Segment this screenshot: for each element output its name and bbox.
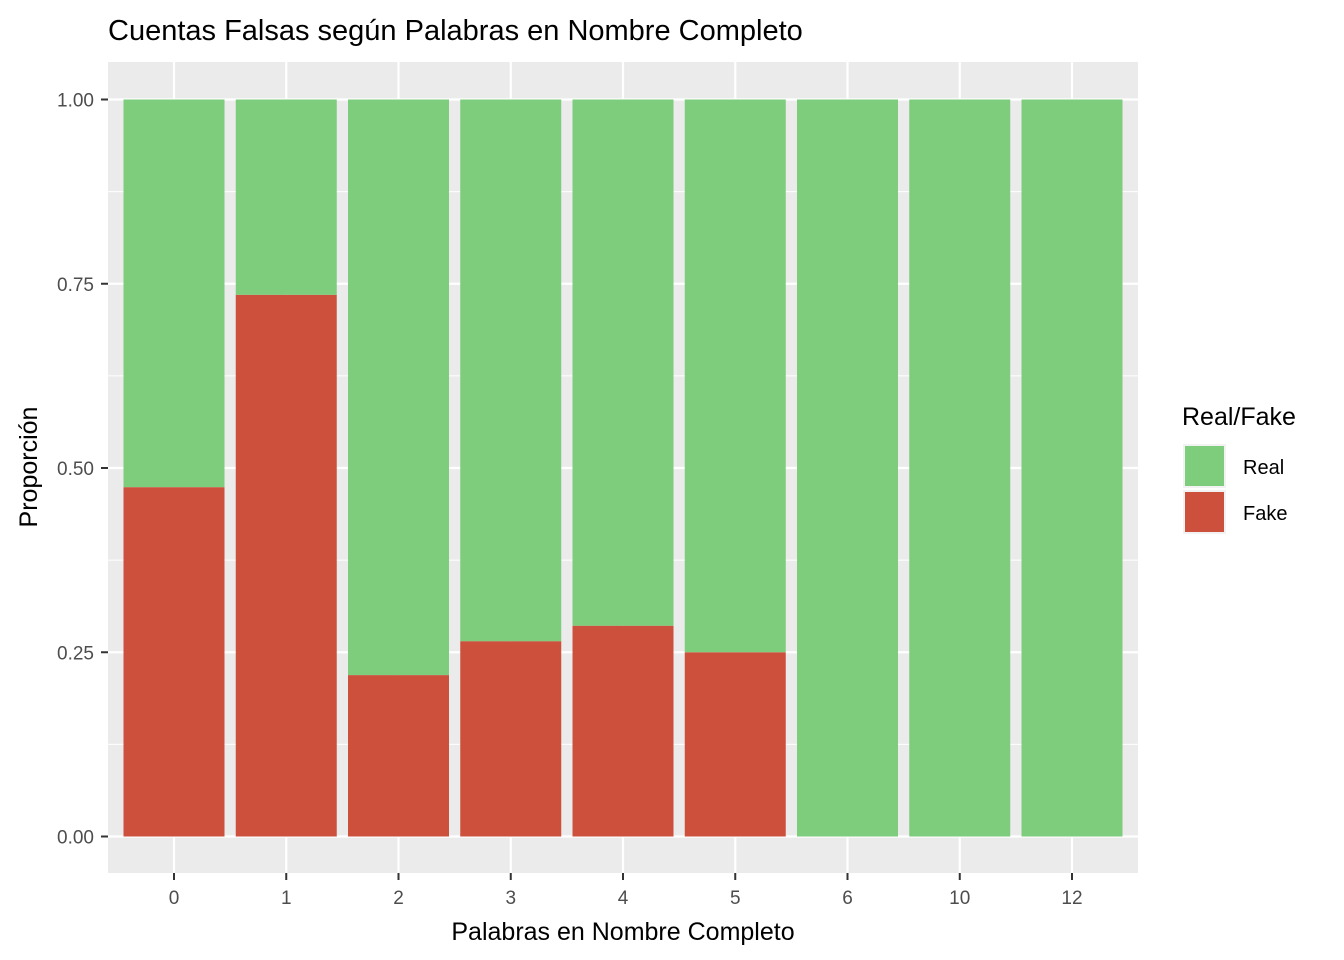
legend-swatch-fake — [1185, 492, 1224, 532]
bar-fake-4 — [572, 625, 674, 837]
bar-fake-0 — [123, 487, 225, 837]
x-tick-label: 2 — [393, 888, 404, 909]
x-tick-label: 1 — [281, 888, 292, 909]
legend-label-fake: Fake — [1243, 503, 1287, 525]
x-axis-title: Palabras en Nombre Completo — [451, 918, 794, 946]
legend: Real/Fake Real Fake — [1182, 403, 1296, 534]
legend-label-real: Real — [1243, 457, 1284, 479]
y-axis-title: Proporción — [15, 407, 43, 528]
x-tick-label: 12 — [1061, 888, 1082, 909]
x-tick-label: 5 — [730, 888, 741, 909]
x-tick-label: 4 — [618, 888, 629, 909]
y-tick-label: 0.50 — [57, 459, 94, 480]
y-tick-label: 1.00 — [57, 91, 94, 112]
legend-title: Real/Fake — [1182, 403, 1296, 431]
bar-fake-1 — [235, 294, 337, 837]
y-tick-label: 0.75 — [57, 275, 94, 296]
chart-title: Cuentas Falsas según Palabras en Nombre … — [108, 15, 803, 47]
x-tick-label: 10 — [949, 888, 970, 909]
bar-real-2 — [348, 99, 449, 676]
bar-real-10 — [909, 99, 1011, 837]
x-tick-label: 0 — [169, 888, 180, 909]
bar-real-1 — [235, 99, 337, 295]
bars — [123, 99, 1123, 837]
bar-real-0 — [123, 99, 225, 488]
bar-fake-3 — [460, 641, 562, 837]
x-tick-label: 6 — [842, 888, 853, 909]
bar-real-3 — [460, 99, 562, 642]
x-axis-ticks: 0 1 2 3 4 5 6 10 12 — [169, 873, 1083, 909]
y-tick-label: 0.25 — [57, 643, 94, 664]
bar-fake-5 — [684, 652, 786, 837]
legend-swatch-real — [1185, 446, 1224, 486]
y-axis-ticks: 0.00 0.25 0.50 0.75 1.00 — [57, 91, 108, 849]
bar-real-4 — [572, 99, 674, 626]
bar-real-6 — [797, 99, 898, 837]
bar-real-5 — [684, 99, 786, 653]
y-tick-label: 0.00 — [57, 828, 94, 849]
x-tick-label: 3 — [505, 888, 516, 909]
bar-fake-2 — [348, 675, 449, 837]
bar-real-12 — [1021, 99, 1123, 837]
